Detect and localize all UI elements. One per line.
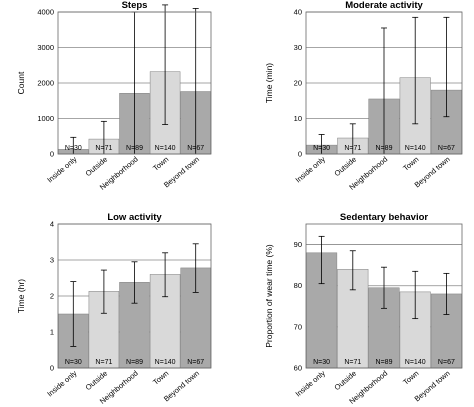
x-category-label: Outside (332, 369, 358, 393)
plot-frame (57, 11, 212, 155)
bar-n-label: N=140 (405, 145, 426, 152)
bar-n-label: N=71 (344, 145, 361, 152)
y-tick-label: 0 (50, 364, 54, 373)
y-tick-label: 2 (50, 292, 54, 301)
bar-n-label: N=71 (344, 359, 361, 366)
bar-n-label: N=30 (313, 359, 330, 366)
plot-frame (305, 223, 463, 369)
y-tick-label: 2000 (37, 79, 54, 88)
bar-n-label: N=30 (65, 359, 82, 366)
bar-n-label: N=67 (187, 145, 204, 152)
y-tick-label: 3000 (37, 43, 54, 52)
x-category-label: Outside (84, 155, 110, 179)
x-category-label: Town (151, 369, 170, 387)
bar-n-label: N=89 (376, 145, 393, 152)
x-category-label: Inside only (294, 368, 327, 398)
y-tick-label: 60 (294, 364, 302, 373)
x-category-label: Inside only (45, 154, 78, 184)
bar-n-label: N=71 (95, 145, 112, 152)
y-tick-label: 80 (294, 281, 302, 290)
chart-title: Low activity (107, 212, 162, 223)
y-axis-label: Proportion of wear time (%) (264, 244, 274, 348)
x-category-label: Inside only (294, 154, 327, 184)
chart-panel-1: 0 1000 2000 3000 4000 N=30 Inside only N=71 Outs… (16, 0, 212, 192)
plot-frame (57, 223, 212, 369)
y-tick-label: 40 (294, 8, 302, 17)
bar-n-label: N=30 (65, 145, 82, 152)
x-category-label: Town (401, 369, 420, 387)
y-tick-label: 1 (50, 328, 54, 337)
bar-n-label: N=89 (126, 145, 143, 152)
x-category-label: Outside (84, 369, 110, 393)
chart-title: Moderate activity (345, 0, 423, 11)
bar-n-label: N=140 (405, 359, 426, 366)
y-tick-label: 30 (294, 43, 302, 52)
bar-n-label: N=89 (376, 359, 393, 366)
y-tick-label: 0 (50, 150, 54, 159)
y-axis-label: Count (16, 71, 26, 94)
x-category-label: Inside only (45, 368, 78, 398)
y-tick-label: 3 (50, 256, 54, 265)
x-category-label: Outside (332, 155, 358, 179)
chart-title: Sedentary behavior (340, 212, 428, 223)
y-tick-label: 4000 (37, 8, 54, 17)
chart-panel-2: 0 10 20 30 40 N=30 Inside only N=71 Outside N=89 N… (264, 0, 463, 192)
bar-n-label: N=67 (438, 145, 455, 152)
y-tick-label: 90 (294, 240, 302, 249)
chart-title: Steps (122, 0, 148, 11)
x-category-label: Town (151, 155, 170, 173)
y-axis-label: Time (hr) (16, 279, 26, 313)
bar-n-label: N=71 (95, 359, 112, 366)
bar-n-label: N=89 (126, 359, 143, 366)
y-axis-label: Time (min) (264, 63, 274, 103)
bar-n-label: N=67 (438, 359, 455, 366)
y-tick-label: 20 (294, 79, 302, 88)
bar-n-label: N=30 (313, 145, 330, 152)
y-tick-label: 70 (294, 322, 302, 331)
plot-frame (305, 11, 463, 155)
y-tick-label: 4 (50, 220, 54, 229)
bar-n-label: N=140 (155, 359, 176, 366)
y-tick-label: 1000 (37, 114, 54, 123)
bar-n-label: N=67 (187, 359, 204, 366)
bar-n-label: N=140 (155, 145, 176, 152)
y-tick-label: 0 (298, 150, 302, 159)
x-category-label: Town (401, 155, 420, 173)
y-tick-label: 10 (294, 114, 302, 123)
